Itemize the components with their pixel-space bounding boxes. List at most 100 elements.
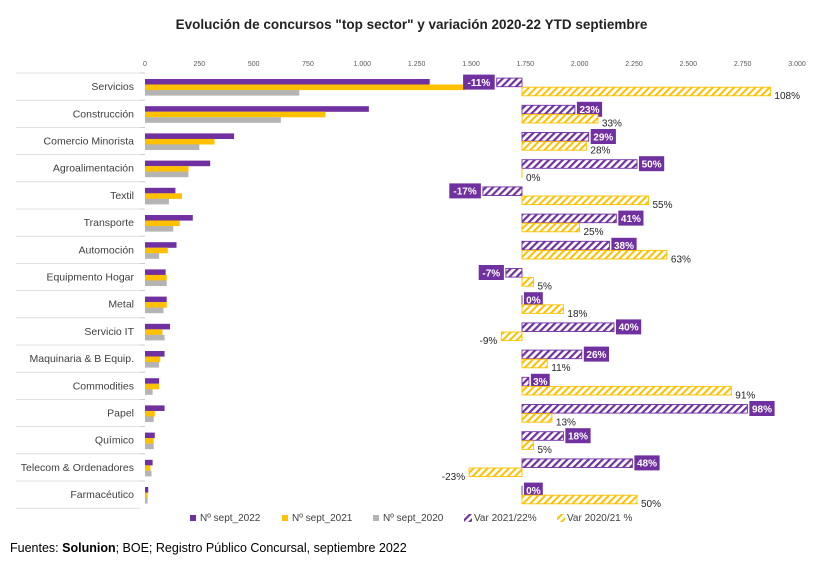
bar-n-sept-2021-papel (145, 410, 155, 417)
x-tick-label: 0 (143, 61, 147, 68)
bar-n-sept-2020-automocion (145, 253, 160, 259)
bar-n-sept-2022-construccion (145, 106, 369, 112)
bar-n-sept-2021-servicio-it (145, 329, 163, 335)
bar-n-sept-2021-transporte (145, 220, 180, 227)
chart-title: Evolución de concursos "top sector" y va… (175, 17, 648, 32)
var-2021-22-label-construccion: 23% (579, 105, 599, 116)
x-tick-label: 1.750 (517, 61, 535, 68)
var-2020-21-label-quimico: 5% (538, 445, 553, 456)
var-2020-21-label-construccion: 33% (602, 118, 622, 129)
category-label-quimico: Químico (95, 435, 134, 447)
var-2021-22-bar-papel (521, 404, 748, 414)
var-2021-22-bar-transporte (521, 213, 617, 224)
var-2021-22-bar-agroalimentacion (521, 159, 638, 169)
bar-n-sept-2022-quimico (145, 432, 155, 439)
var-2020-21-bar-comercio-minorista (521, 141, 587, 151)
x-tick-label: 3.000 (788, 61, 806, 68)
var-2021-22-label-box-agroalimentacion (639, 156, 665, 172)
category-label-construccion: Construcción (73, 108, 134, 120)
source-note: Fuentes: Solunion; BOE; Registro Público… (10, 541, 407, 555)
legend-swatch-n-sept-2021 (282, 515, 288, 521)
source-rest: ; BOE; Registro Público Concursal, septi… (115, 541, 407, 555)
bar-n-sept-2022-agroalimentacion (145, 160, 211, 167)
var-2020-21-label-maquinaria-b-equip: 11% (551, 363, 570, 374)
bar-n-sept-2022-telecom-ordenadores (145, 459, 153, 466)
var-2020-21-label-metal: 18% (567, 309, 587, 320)
var-2021-22-label-box-transporte (618, 210, 644, 226)
var-2021-22-label-equipmento-hogar: -7% (482, 268, 500, 279)
category-label-comercio-minorista: Comercio Minorista (44, 136, 135, 148)
var-2021-22-label-metal: 0% (526, 296, 541, 307)
bar-n-sept-2021-comercio-minorista (145, 138, 215, 145)
var-2020-21-label-equipmento-hogar: 5% (538, 282, 553, 293)
category-label-farmaceutico: Farmacéutico (70, 489, 134, 501)
var-2021-22-label-box-farmaceutico (524, 482, 543, 498)
x-axis: 0 250 500 750 1.000 1.250 1.500 1.750 2.000 2.250… (143, 61, 806, 68)
x-tick-label: 2.250 (625, 61, 643, 68)
bar-n-sept-2020-telecom-ordenadores (145, 470, 152, 477)
var-2021-22-label-box-telecom-ordenadores (634, 455, 660, 471)
bar-n-sept-2022-farmaceutico (145, 487, 149, 493)
category-label-telecom-ordenadores: Telecom & Ordenadores (21, 462, 134, 474)
bar-n-sept-2020-commodities (145, 389, 153, 395)
var-2020-21-bar-telecom-ordenadores (468, 467, 523, 478)
var-2021-22-label-box-commodities (530, 373, 550, 389)
var-2020-21-label-telecom-ordenadores: -23% (442, 472, 465, 483)
var-2021-22-label-automocion: 38% (614, 241, 634, 252)
var-2021-22-label-textil: -17% (453, 187, 476, 198)
category-label-servicio-it: Servicio IT (84, 326, 134, 338)
x-tick-label: 2.750 (734, 61, 752, 68)
x-tick-label: 2.000 (571, 61, 589, 68)
var-2021-22-bar-textil (482, 186, 523, 196)
bar-n-sept-2021-automocion (145, 247, 168, 254)
var-2021-22-bar-maquinaria-b-equip (521, 349, 583, 360)
var-2021-22-label-telecom-ordenadores: 48% (637, 459, 657, 470)
var-2021-22-bar-telecom-ordenadores (521, 458, 633, 468)
x-tick-label: 500 (248, 61, 260, 68)
bar-n-sept-2021-servicios (145, 84, 466, 91)
var-2020-21-bar-servicios (521, 86, 771, 97)
var-2021-22-label-quimico: 18% (568, 432, 588, 443)
bar-n-sept-2020-farmaceutico (145, 498, 148, 504)
var-2021-22-label-box-textil (449, 183, 481, 199)
legend-swatch-n-sept-2020 (373, 515, 379, 521)
bar-n-sept-2021-construccion (145, 111, 326, 118)
legend-swatch-var-2021-22 (464, 514, 472, 522)
var-2020-21-label-automocion: 63% (671, 254, 691, 265)
legend-label-var-2020-21: Var 2020/21 % (567, 513, 633, 524)
bar-n-sept-2021-maquinaria-b-equip (145, 356, 161, 363)
category-label-textil: Textil (110, 190, 134, 202)
var-2021-22-label-commodities: 3% (533, 377, 548, 388)
legend-swatch-var-2020-21 (557, 514, 565, 522)
var-2020-21-bar-commodities (521, 385, 732, 396)
x-tick-label: 750 (302, 61, 314, 68)
bar-n-sept-2022-papel (145, 405, 165, 411)
bar-n-sept-2021-agroalimentacion (145, 166, 189, 172)
bar-n-sept-2021-telecom-ordenadores (145, 465, 151, 471)
bar-n-sept-2022-automocion (145, 242, 177, 248)
source-prefix: Fuentes: (10, 541, 63, 555)
var-2021-22-label-box-metal (524, 292, 543, 308)
var-2020-21-label-servicio-it: -9% (480, 336, 498, 347)
bar-n-sept-2020-metal (145, 307, 164, 314)
var-2020-21-label-farmaceutico: 50% (641, 499, 661, 510)
category-label-automocion: Automoción (79, 244, 135, 256)
var-2021-22-bar-automocion (521, 240, 610, 251)
var-2020-21-bar-quimico (521, 440, 534, 450)
var-2021-22-label-servicios: -11% (468, 78, 491, 89)
var-2021-22-label-papel: 98% (752, 404, 772, 415)
var-2021-22-label-box-servicio-it (616, 319, 642, 335)
bar-n-sept-2020-papel (145, 416, 154, 422)
legend-label-n-sept-2020: Nº sept_2020 (383, 513, 444, 524)
var-2021-22-label-box-papel (749, 401, 775, 416)
legend-label-n-sept-2022: Nº sept_2022 (200, 513, 261, 524)
var-2021-22-bar-comercio-minorista (521, 132, 590, 142)
bar-n-sept-2020-quimico (145, 443, 154, 450)
bar-n-sept-2021-equipmento-hogar (145, 274, 167, 281)
var-2021-22-bar-commodities (521, 376, 530, 387)
category-label-maquinaria-b-equip: Maquinaria & B Equip. (30, 353, 134, 365)
bar-n-sept-2020-servicio-it (145, 334, 165, 341)
var-2020-21-label-transporte: 25% (584, 227, 604, 238)
var-2021-22-bar-servicios (496, 77, 523, 88)
var-2020-21-label-textil: 55% (653, 200, 673, 211)
